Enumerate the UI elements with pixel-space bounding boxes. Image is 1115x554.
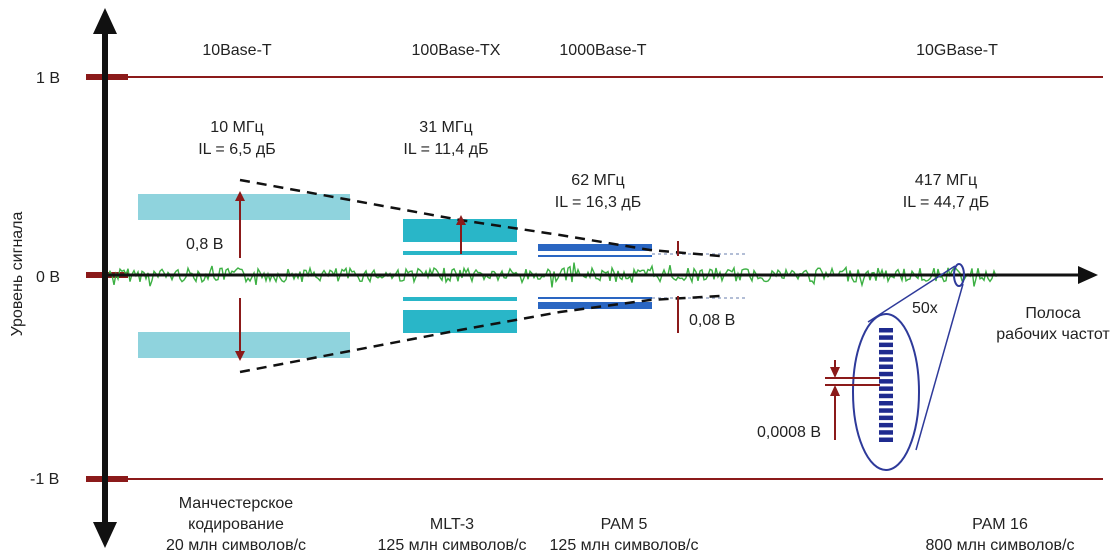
level-label-plus-1: 1 В (36, 70, 60, 87)
pam16-level-2 (879, 335, 893, 340)
il-10base-t: IL = 6,5 дБ (198, 141, 276, 158)
pam16-level-7 (879, 372, 893, 377)
standard-name-10gbase-t: 10GBase-T (916, 42, 998, 59)
zoom-marker-arrow-up (830, 385, 840, 396)
pam16-level-5 (879, 357, 893, 362)
il-10gbase-t: IL = 44,7 дБ (903, 194, 989, 211)
pam16-level-6 (879, 365, 893, 370)
pam16-level-8 (879, 379, 893, 384)
pam16-levels (879, 328, 893, 442)
freq-10base-t: 10 МГц (210, 119, 263, 136)
pam16-level-3 (879, 343, 893, 348)
standard-name-1000base-t: 1000Base-T (559, 42, 646, 59)
pam16-level-1 (879, 328, 893, 333)
band-10-top (138, 194, 350, 220)
pam16-level-10 (879, 394, 893, 399)
band-100-bottom-thin (403, 297, 517, 301)
level-label-minus-1: -1 В (30, 471, 59, 488)
level-axis-arrow-up (93, 8, 117, 34)
freq-100base-tx: 31 МГц (419, 119, 472, 136)
pam16-level-9 (879, 386, 893, 391)
pam16-level-4 (879, 350, 893, 355)
amp-label-10gbase-t: 0,0008 В (757, 424, 821, 441)
y-axis-title: Уровень сигнала (9, 211, 26, 336)
il-100base-tx: IL = 11,4 дБ (403, 141, 488, 158)
frequency-axis (105, 266, 1098, 284)
pam16-level-15 (879, 430, 893, 435)
coding-1000base-t-line1: PAM 5 (601, 516, 648, 533)
coding-100base-tx-line2: 125 млн символов/с (378, 537, 527, 554)
level-axis-arrow-down (93, 522, 117, 548)
standard-name-10base-t: 10Base-T (202, 42, 272, 59)
standard-name-100base-tx: 100Base-TX (412, 42, 501, 59)
x-axis-title-line1: Полоса (1025, 305, 1080, 322)
amp-label-1000base-t: 0,08 В (689, 312, 735, 329)
amp-label-10base-t: 0,8 В (186, 236, 223, 253)
coding-10gbase-t-line2: 800 млн символов/с (926, 537, 1075, 554)
frequency-axis-arrowhead (1078, 266, 1098, 284)
pam16-level-13 (879, 416, 893, 421)
coding-10base-t-line1: Манчестерское (179, 495, 294, 512)
coding-1000base-t-line2: 125 млн символов/с (550, 537, 699, 554)
pam16-level-11 (879, 401, 893, 406)
band-1000-top-thin (538, 255, 652, 257)
zoom-marker-arrow-down (830, 367, 840, 378)
coding-10gbase-t-line1: PAM 16 (972, 516, 1028, 533)
freq-1000base-t: 62 МГц (571, 172, 624, 189)
coding-100base-tx-line1: MLT-3 (430, 516, 474, 533)
pam16-level-12 (879, 408, 893, 413)
x-axis-title-line2: рабочих частот (996, 326, 1110, 343)
level-label-zero: 0 В (36, 269, 60, 286)
pam16-level-16 (879, 438, 893, 443)
band-10-bottom (138, 332, 350, 358)
zoom-factor-label: 50x (912, 300, 938, 317)
band-1000-bottom-thin (538, 297, 652, 299)
freq-10gbase-t: 417 МГц (915, 172, 977, 189)
zoom-detail-10g (825, 264, 964, 470)
coding-10base-t-line2: кодирование (188, 516, 284, 533)
coding-10base-t-line3: 20 млн символов/с (166, 537, 306, 554)
pam16-level-14 (879, 423, 893, 428)
il-1000base-t: IL = 16,3 дБ (555, 194, 641, 211)
